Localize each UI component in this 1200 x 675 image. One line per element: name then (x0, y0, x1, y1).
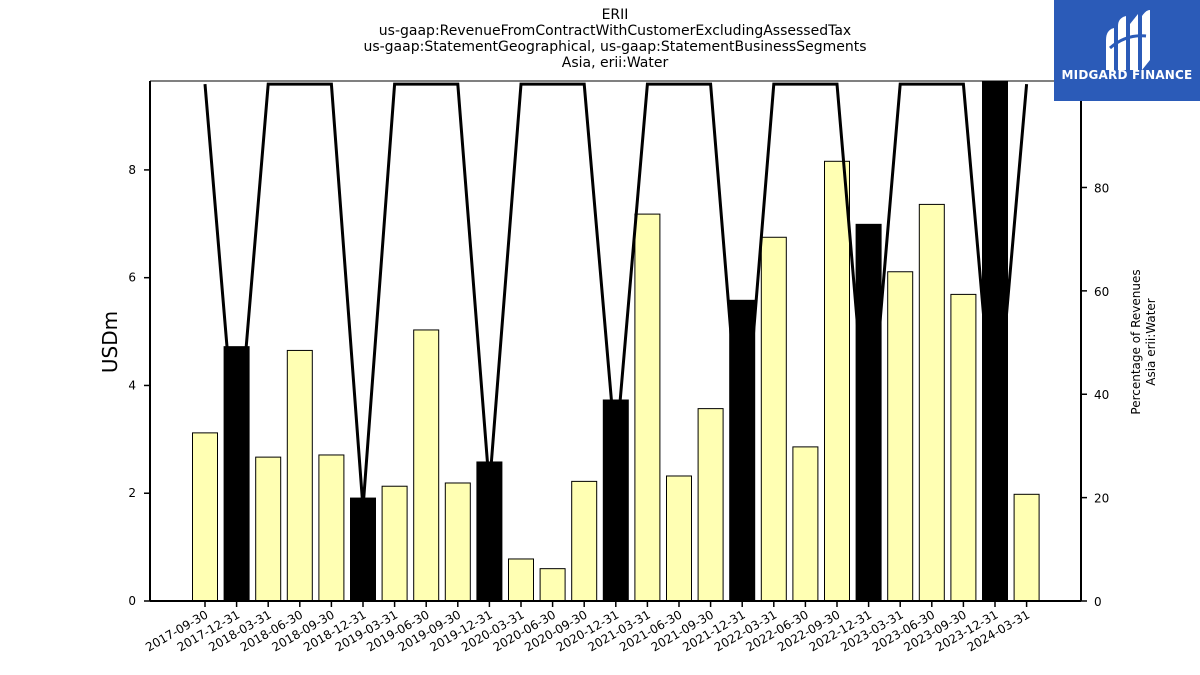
bar-2021-06-30 (666, 475, 692, 602)
title-line-axes: us-gaap:StatementGeographical, us-gaap:S… (363, 39, 867, 55)
bar-2017-12-31 (223, 346, 250, 602)
logo-text: MIDGARD FINANCE (1061, 68, 1193, 82)
bar-2023-09-30 (950, 293, 977, 602)
bar-2018-09-30 (318, 454, 345, 602)
left-tick-label: 0 (128, 594, 136, 608)
left-tick-label: 4 (128, 378, 136, 392)
midgard-m-logo-icon (1106, 10, 1150, 70)
bar-2023-03-31 (887, 271, 914, 602)
bar-2022-03-31 (760, 236, 787, 602)
percentage-line-layer (203, 82, 1029, 509)
bar-2019-09-30 (444, 482, 471, 602)
bar-2020-09-30 (571, 480, 598, 602)
bar-2019-03-31 (381, 485, 408, 602)
percentage-line (203, 82, 1029, 509)
bar-2021-03-31 (634, 213, 661, 602)
bar-2022-06-30 (792, 446, 819, 602)
bar-2018-06-30 (286, 349, 313, 602)
bar-2022-12-31 (855, 223, 882, 602)
bar-2019-06-30 (413, 329, 440, 602)
left-tick-label: 2 (128, 486, 136, 500)
bars-layer (192, 80, 1040, 602)
right-y-axis-ticks: 020406080100 (1081, 78, 1117, 609)
right-tick-label: 20 (1094, 492, 1109, 506)
bar-2018-12-31 (350, 497, 376, 602)
left-y-axis-ticks: 0 2 4 6 8 (128, 163, 150, 608)
y-axis-label-left: USDm (98, 311, 122, 373)
title-line-members: Asia, erii:Water (561, 55, 669, 71)
bar-2020-03-31 (508, 558, 534, 602)
y-axis-label-right-line1: Percentage of Revenues (1129, 269, 1143, 414)
bar-2024-03-31 (1013, 493, 1040, 602)
bar-2020-12-31 (602, 399, 629, 602)
chart-title: ERII us-gaap:RevenueFromContractWithCust… (0, 7, 1200, 71)
right-tick-label: 80 (1094, 181, 1109, 195)
left-tick-label: 6 (128, 271, 136, 285)
bar-2021-09-30 (697, 408, 724, 602)
y-axis-label-right-line2: Asia erii:Water (1144, 298, 1158, 386)
bar-2018-03-31 (255, 456, 282, 602)
bar-2017-09-30 (192, 432, 218, 602)
x-axis-ticks: 2017-09-302017-12-312018-03-312018-06-30… (143, 601, 1032, 654)
title-line-ticker: ERII (601, 7, 629, 23)
bar-2022-09-30 (824, 160, 850, 602)
right-tick-label: 40 (1094, 388, 1109, 402)
right-tick-label: 0 (1094, 595, 1102, 609)
midgard-finance-logo: MIDGARD FINANCE (1054, 0, 1200, 101)
right-tick-label: 60 (1094, 285, 1109, 299)
title-line-concept: us-gaap:RevenueFromContractWithCustomerE… (378, 23, 852, 39)
bar-2023-06-30 (918, 203, 945, 602)
bar-2020-06-30 (539, 568, 566, 602)
bar-2021-12-31 (729, 299, 756, 602)
left-tick-label: 8 (128, 163, 136, 177)
